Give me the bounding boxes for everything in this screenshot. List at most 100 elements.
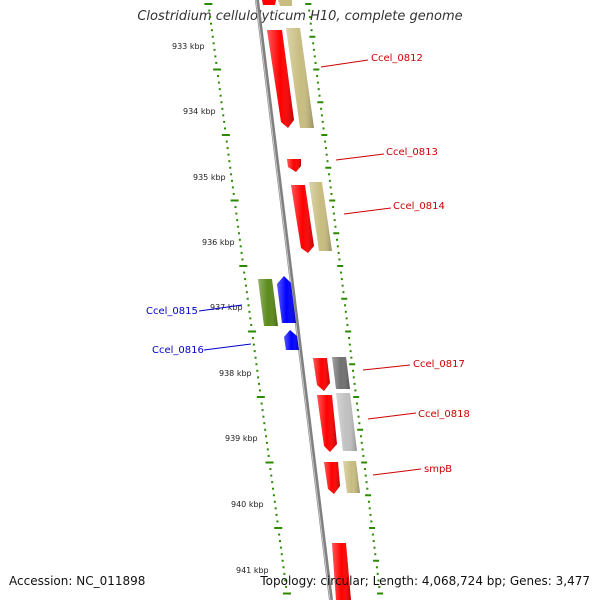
minor-tick [249,317,252,320]
minor-tick [238,238,241,241]
feature-tan-smpB[interactable] [343,461,360,493]
minor-tick [274,507,277,510]
map-title: Clostridium cellulolyticum H10, complete… [137,9,463,24]
minor-tick [265,441,268,444]
minor-tick [344,304,347,307]
major-tick [321,134,328,136]
minor-tick [217,75,220,78]
gene-Ccel_0815[interactable] [277,276,296,323]
gene-label-Ccel_0814[interactable]: Ccel_0814 [393,201,445,212]
minor-tick [312,42,315,45]
minor-tick [355,402,358,405]
minor-tick [212,42,215,45]
minor-tick [316,75,319,78]
gene-label-Ccel_0816[interactable]: Ccel_0816 [152,345,204,356]
feature-tan-0812[interactable] [278,0,314,128]
major-tick [373,559,380,562]
minor-tick [223,127,226,130]
gene-label-Ccel_0812[interactable]: Ccel_0812 [371,53,423,64]
minor-tick [226,147,229,150]
minor-tick [276,520,279,523]
minor-tick [376,572,379,575]
minor-tick [374,553,377,556]
tick-track-left [204,3,291,595]
minor-tick [367,500,370,503]
tick-track-right [305,3,384,595]
feature-green-0815[interactable] [258,279,278,326]
minor-tick [332,206,335,209]
minor-tick [340,278,343,281]
gene-Ccel_0814[interactable] [291,185,314,253]
minor-tick [366,487,369,490]
leader-line-0814 [343,207,392,215]
gene-Ccel_0816[interactable] [284,330,299,350]
minor-tick [320,107,323,110]
minor-tick [269,468,272,471]
feature-lightgray-0818[interactable] [336,393,357,451]
major-tick [329,199,336,202]
gene-label-smpB[interactable]: smpB [424,464,452,475]
minor-tick [218,88,221,91]
minor-tick [371,533,374,536]
minor-tick [313,55,316,58]
minor-tick [373,546,376,549]
minor-tick [209,16,212,19]
feature-darkgray-0817[interactable] [332,357,350,389]
gene-Ccel_0812[interactable] [262,0,294,128]
minor-tick [255,363,258,366]
minor-tick [280,553,283,556]
major-tick [325,166,332,169]
minor-tick [308,16,311,19]
leader-line-0816 [203,343,252,351]
minor-tick [227,153,230,156]
minor-tick [365,481,368,484]
gene-label-Ccel_0815[interactable]: Ccel_0815 [146,306,198,317]
minor-tick [263,422,266,425]
gene-smpB[interactable] [324,462,340,494]
feature-tan-0814[interactable] [309,182,332,251]
minor-tick [370,520,373,523]
minor-tick [229,166,232,169]
minor-tick [372,540,375,543]
kbp-label-941: 941 kbp [236,566,269,575]
minor-tick [324,147,327,150]
minor-tick [362,454,365,457]
minor-tick [283,572,286,575]
minor-tick [360,441,363,444]
minor-tick [378,585,381,588]
minor-tick [232,192,235,195]
leader-line-smpB [372,468,422,476]
gene-label-Ccel_0817[interactable]: Ccel_0817 [413,359,465,370]
minor-tick [377,579,380,582]
gene-label-Ccel_0813[interactable]: Ccel_0813 [386,147,438,158]
major-tick [317,101,324,104]
gene-Ccel_0817[interactable] [313,358,330,391]
minor-tick [340,271,343,274]
minor-tick [333,219,336,222]
kbp-label-938: 938 kbp [219,369,252,378]
minor-tick [337,251,340,254]
gene-label-Ccel_0818[interactable]: Ccel_0818 [418,409,470,420]
minor-tick [271,481,274,484]
gene-Ccel_0818[interactable] [317,395,337,452]
minor-tick [210,22,213,25]
minor-tick [225,140,228,143]
gene-Ccel_0813[interactable] [287,159,301,172]
minor-tick [330,192,333,195]
major-tick [365,494,372,497]
major-tick [256,396,265,398]
accession-text: Accession: NC_011898 [9,574,146,588]
minor-tick [308,9,311,12]
gene-next-red[interactable] [332,543,351,600]
minor-tick [349,350,352,353]
minor-tick [234,206,237,209]
minor-tick [329,186,332,189]
major-tick [333,232,340,235]
major-tick [345,330,352,333]
major-tick [248,330,257,333]
minor-tick [342,291,345,294]
minor-tick [275,513,278,516]
minor-tick [220,101,223,104]
minor-tick [272,494,275,497]
